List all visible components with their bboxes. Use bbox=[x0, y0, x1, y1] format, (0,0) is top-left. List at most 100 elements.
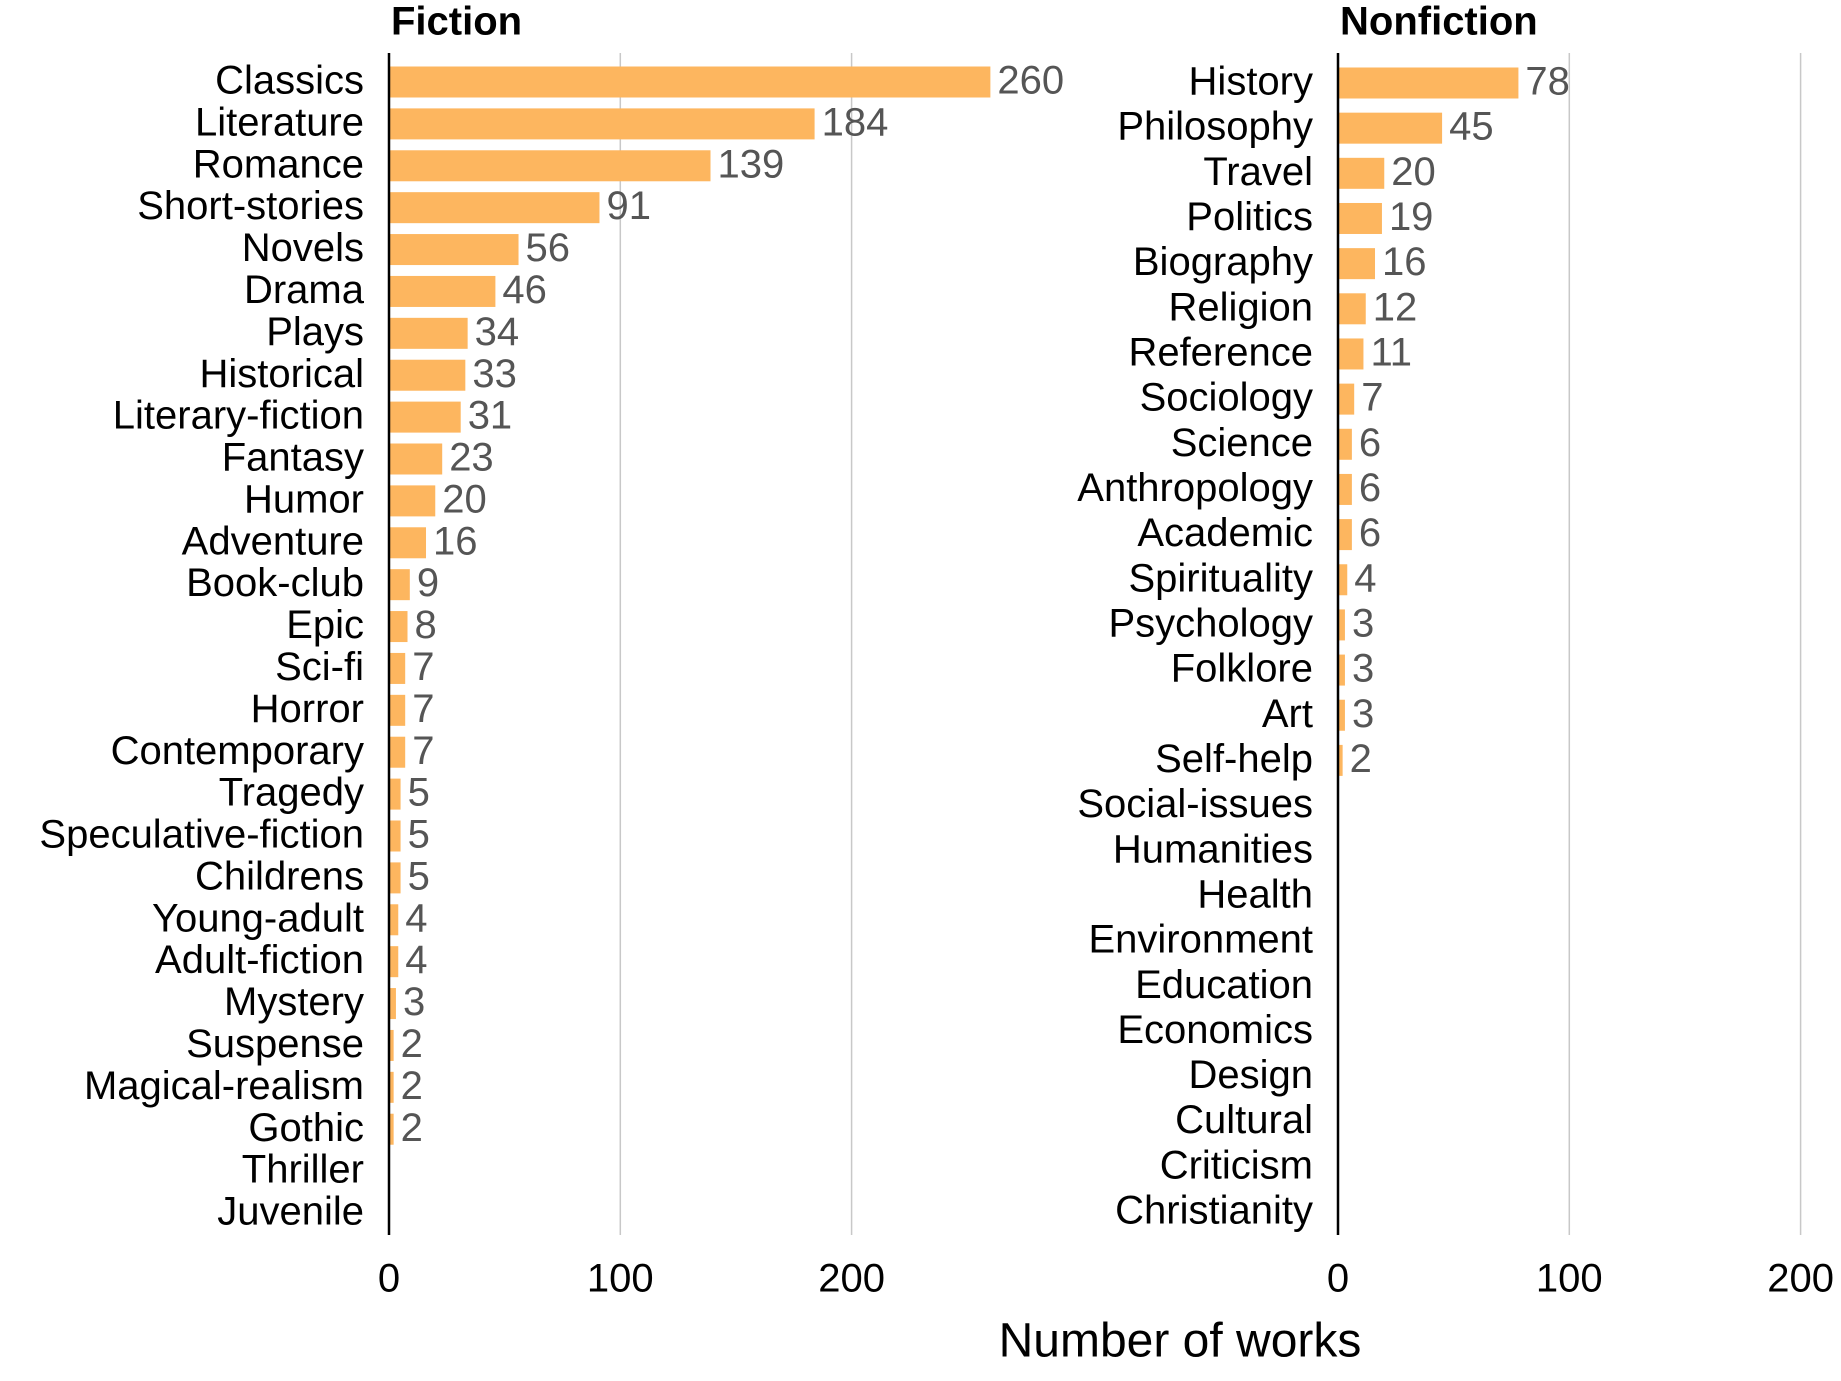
y-tick-label: Literature bbox=[195, 100, 364, 144]
value-label: 45 bbox=[1449, 105, 1494, 149]
y-tick-label: Criticism bbox=[1160, 1143, 1313, 1187]
y-tick-label: Science bbox=[1171, 421, 1313, 465]
bar bbox=[1338, 473, 1352, 505]
y-tick-label: Philosophy bbox=[1117, 105, 1313, 149]
bar bbox=[389, 569, 410, 601]
y-tick-label: Travel bbox=[1203, 150, 1313, 194]
bar bbox=[389, 862, 401, 894]
y-tick-label: Adventure bbox=[182, 519, 364, 563]
y-tick-label: Tragedy bbox=[219, 771, 364, 815]
bar bbox=[389, 778, 401, 810]
y-tick-label: Classics bbox=[215, 59, 364, 103]
bar bbox=[389, 527, 427, 559]
y-tick-label: Social-issues bbox=[1077, 782, 1313, 826]
bar bbox=[389, 150, 711, 182]
bar bbox=[1338, 157, 1385, 189]
y-tick-label: Magical-realism bbox=[84, 1064, 364, 1108]
value-label: 184 bbox=[822, 100, 889, 144]
bar bbox=[389, 66, 991, 98]
bar bbox=[389, 1113, 394, 1145]
value-label: 7 bbox=[412, 687, 434, 731]
panel-title: Nonfiction bbox=[1340, 0, 1538, 44]
value-label: 2 bbox=[401, 1106, 423, 1150]
value-label: 7 bbox=[1361, 376, 1383, 420]
y-tick-label: Folklore bbox=[1171, 647, 1313, 691]
y-tick-label: Self-help bbox=[1155, 737, 1313, 781]
y-tick-label: Humanities bbox=[1113, 827, 1313, 871]
bar bbox=[389, 443, 443, 475]
bar bbox=[389, 1029, 394, 1061]
value-label: 4 bbox=[1354, 556, 1376, 600]
x-tick-label: 100 bbox=[1536, 1257, 1603, 1301]
value-label: 139 bbox=[718, 142, 785, 186]
value-label: 34 bbox=[475, 310, 519, 354]
bar bbox=[389, 988, 396, 1020]
y-tick-label: Thriller bbox=[242, 1148, 364, 1192]
value-label: 3 bbox=[1352, 647, 1374, 691]
y-tick-label: Contemporary bbox=[111, 729, 364, 773]
y-tick-label: Gothic bbox=[248, 1106, 364, 1150]
y-tick-label: Suspense bbox=[186, 1022, 364, 1066]
y-tick-label: Politics bbox=[1186, 195, 1313, 239]
x-tick-label: 200 bbox=[1767, 1257, 1834, 1301]
x-tick-label: 200 bbox=[818, 1257, 885, 1301]
value-label: 46 bbox=[502, 268, 547, 312]
value-label: 16 bbox=[1382, 240, 1427, 284]
y-tick-label: Spirituality bbox=[1128, 556, 1313, 600]
y-tick-label: Sociology bbox=[1140, 376, 1313, 420]
value-label: 3 bbox=[1352, 692, 1374, 736]
y-tick-label: Biography bbox=[1133, 240, 1313, 284]
y-tick-label: Mystery bbox=[224, 980, 364, 1024]
bar bbox=[389, 192, 600, 224]
value-label: 91 bbox=[606, 184, 651, 228]
y-tick-label: Young-adult bbox=[152, 896, 364, 940]
y-tick-label: Speculative-fiction bbox=[39, 813, 364, 857]
bar bbox=[1338, 564, 1348, 596]
y-tick-label: Short-stories bbox=[137, 184, 364, 228]
y-tick-label: Humor bbox=[244, 477, 364, 521]
value-label: 78 bbox=[1525, 60, 1570, 104]
x-tick-label: 0 bbox=[1327, 1257, 1349, 1301]
y-tick-label: Childrens bbox=[195, 854, 364, 898]
bar bbox=[1338, 67, 1519, 99]
value-label: 9 bbox=[417, 561, 439, 605]
y-tick-label: Horror bbox=[251, 687, 364, 731]
value-label: 3 bbox=[1352, 601, 1374, 645]
bar bbox=[1338, 519, 1352, 551]
y-tick-label: Design bbox=[1188, 1053, 1313, 1097]
bar bbox=[389, 485, 436, 517]
bar bbox=[389, 275, 496, 307]
y-tick-label: Fantasy bbox=[222, 436, 364, 480]
bar bbox=[389, 234, 519, 266]
bar bbox=[389, 611, 408, 643]
value-label: 2 bbox=[401, 1064, 423, 1108]
y-tick-label: Art bbox=[1262, 692, 1313, 736]
bar bbox=[1338, 609, 1345, 641]
y-tick-label: Novels bbox=[242, 226, 364, 270]
bar bbox=[389, 904, 399, 936]
value-label: 6 bbox=[1359, 511, 1381, 555]
value-label: 11 bbox=[1370, 331, 1412, 375]
value-label: 5 bbox=[408, 854, 430, 898]
y-tick-label: Adult-fiction bbox=[155, 938, 364, 982]
bar bbox=[1338, 428, 1352, 460]
bar bbox=[1338, 654, 1345, 686]
bar bbox=[1338, 338, 1364, 370]
value-label: 23 bbox=[449, 436, 494, 480]
y-tick-label: Cultural bbox=[1175, 1098, 1313, 1142]
bar bbox=[389, 946, 399, 978]
value-label: 19 bbox=[1389, 195, 1434, 239]
y-tick-label: Reference bbox=[1128, 331, 1313, 375]
value-label: 7 bbox=[412, 729, 434, 773]
value-label: 3 bbox=[403, 980, 425, 1024]
y-tick-label: Environment bbox=[1088, 918, 1313, 962]
y-tick-label: Economics bbox=[1117, 1008, 1313, 1052]
bar bbox=[1338, 383, 1355, 415]
panel-title: Fiction bbox=[391, 0, 522, 44]
value-label: 5 bbox=[408, 813, 430, 857]
bar bbox=[1338, 744, 1343, 776]
bar bbox=[1338, 293, 1366, 325]
bar bbox=[389, 359, 466, 391]
y-tick-label: Juvenile bbox=[217, 1190, 364, 1234]
